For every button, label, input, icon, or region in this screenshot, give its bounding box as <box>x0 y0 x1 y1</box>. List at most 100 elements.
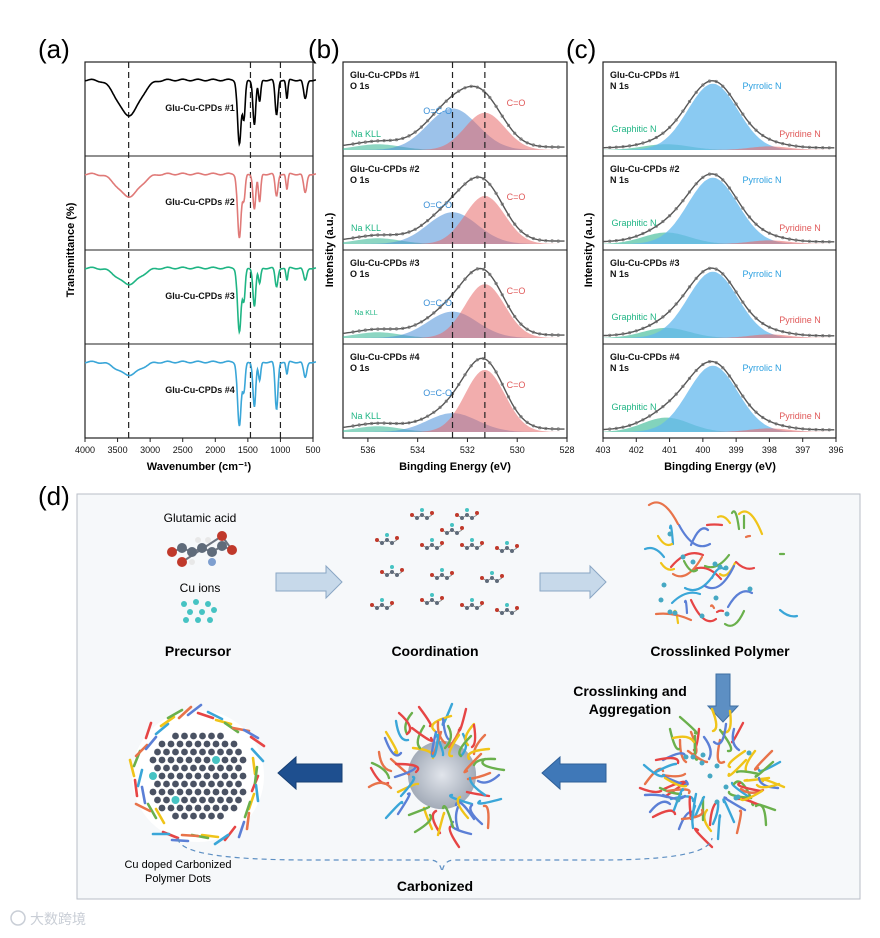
cpd-shell-strand <box>177 705 193 720</box>
n1s-data-point <box>661 131 665 135</box>
polymer-cu <box>699 613 705 619</box>
cpd-carbon-atom <box>154 764 161 772</box>
o1s-data-point <box>482 177 486 181</box>
o1s-data-point <box>519 137 523 141</box>
coord-atom <box>425 516 429 520</box>
polymer-strand <box>723 609 746 627</box>
coordination-label: Coordination <box>391 643 478 659</box>
watermark-icon <box>10 910 26 926</box>
ball-strand <box>454 800 476 821</box>
ball-strand <box>678 738 688 764</box>
o1s-component-3 <box>343 284 567 338</box>
ball-strand <box>693 795 706 819</box>
cpd-carbon-atom <box>176 804 184 812</box>
polymer-strand <box>734 560 756 570</box>
n1s-data-point <box>821 240 825 244</box>
crosslinked-polymer-network <box>643 501 799 627</box>
o1s-data-point <box>457 285 461 289</box>
ball-strand <box>708 802 717 827</box>
ball-strand <box>394 762 420 774</box>
n1s-component-3 <box>603 146 836 150</box>
o1s-data-point <box>394 232 399 237</box>
cu-ion <box>187 609 193 615</box>
o1s-data-point <box>382 139 386 143</box>
n1s-tick-label: 403 <box>595 445 610 455</box>
arrow-precursor-to-coordination <box>275 564 343 600</box>
n1s-data-point <box>781 424 785 428</box>
ball-strand <box>469 803 484 826</box>
polymer-strand <box>647 501 680 526</box>
o1s-data-point <box>413 323 417 327</box>
coord-atom <box>440 528 444 532</box>
n1s-data-point <box>827 428 831 432</box>
cpd-carbon-atom <box>163 748 170 756</box>
ftir-curve-2 <box>84 172 317 239</box>
ball-strand <box>393 766 417 779</box>
o1s-data-point <box>494 281 498 286</box>
ball-strand <box>642 763 666 778</box>
o1s-tick-label: 536 <box>360 445 375 455</box>
coord-atom <box>450 571 454 575</box>
n1s-data-point <box>608 427 612 431</box>
xps-o1s-panel: Glu-Cu-CPDs #1O 1sO=C-OC=ONa KLLGlu-Cu-C… <box>324 61 575 473</box>
cpd-shell-strand <box>243 800 252 819</box>
o1s-oco-label: O=C-O <box>423 200 452 210</box>
n1s-data-point <box>634 421 638 425</box>
precursor-label: Precursor <box>165 643 232 659</box>
n1s-data-point <box>641 141 645 145</box>
coord-molecule <box>455 508 479 520</box>
cpd-carbon-atom <box>190 748 197 756</box>
polymer-cu <box>667 531 673 537</box>
coord-molecule <box>460 538 484 550</box>
n1s-data-point <box>767 419 772 423</box>
cpd-shell-strand <box>133 778 139 798</box>
cpd-carbon-atom <box>185 788 193 796</box>
n1s-data-point <box>827 334 831 338</box>
coord-atom <box>425 546 429 550</box>
agg-cu <box>746 750 752 756</box>
ball-strand <box>722 798 736 824</box>
ball-strand <box>456 795 470 820</box>
cpd-carbon-atom <box>167 788 175 796</box>
o1s-data-point <box>426 219 430 223</box>
cpd-carbon-atom <box>221 804 229 812</box>
o1s-data-point <box>550 239 554 243</box>
n1s-data-point <box>714 361 718 365</box>
o1s-data-point <box>463 373 467 377</box>
arrow-aggregate-to-carbonizing <box>541 755 607 791</box>
cpd-shell-strand <box>144 721 153 740</box>
coord-molecule <box>495 603 519 615</box>
coord-atom <box>500 549 504 553</box>
o1s-data-point <box>432 410 436 414</box>
agg-cu <box>675 797 681 803</box>
coord-atom <box>500 574 504 578</box>
ball-strand <box>448 825 461 849</box>
o1s-data-point <box>388 138 392 142</box>
n1s-data-point <box>794 426 798 430</box>
coord-cu <box>470 598 474 602</box>
coord-atom <box>510 611 514 615</box>
n1s-ylabel: Intensity (a.u.) <box>583 212 595 287</box>
ball-strand <box>477 797 503 805</box>
polymer-strand <box>744 534 752 539</box>
ftir-tick-label: 3000 <box>140 445 160 455</box>
ball-strand <box>384 800 404 820</box>
glu-atom <box>195 537 201 543</box>
carbonizing-dot <box>367 702 506 849</box>
coord-atom <box>435 576 439 580</box>
o1s-data-point <box>537 332 542 336</box>
o1s-data-point <box>500 382 504 386</box>
ball-strand <box>413 813 433 834</box>
polymer-cu <box>712 561 718 567</box>
n1s-pyrrolic-label: Pyrrolic N <box>742 363 781 373</box>
ball-strand <box>397 711 412 736</box>
cpd-carbon-atom <box>185 756 193 764</box>
o1s-xlabel: Bingding Energy (eV) <box>399 461 511 473</box>
n1s-data-point <box>827 146 831 150</box>
cpd-carbon-atom <box>226 764 233 772</box>
o1s-data-point <box>401 232 405 236</box>
o1s-data-point <box>519 415 523 419</box>
coord-atom <box>370 603 374 607</box>
n1s-data-point <box>667 125 672 129</box>
n1s-core-label: N 1s <box>610 175 629 185</box>
